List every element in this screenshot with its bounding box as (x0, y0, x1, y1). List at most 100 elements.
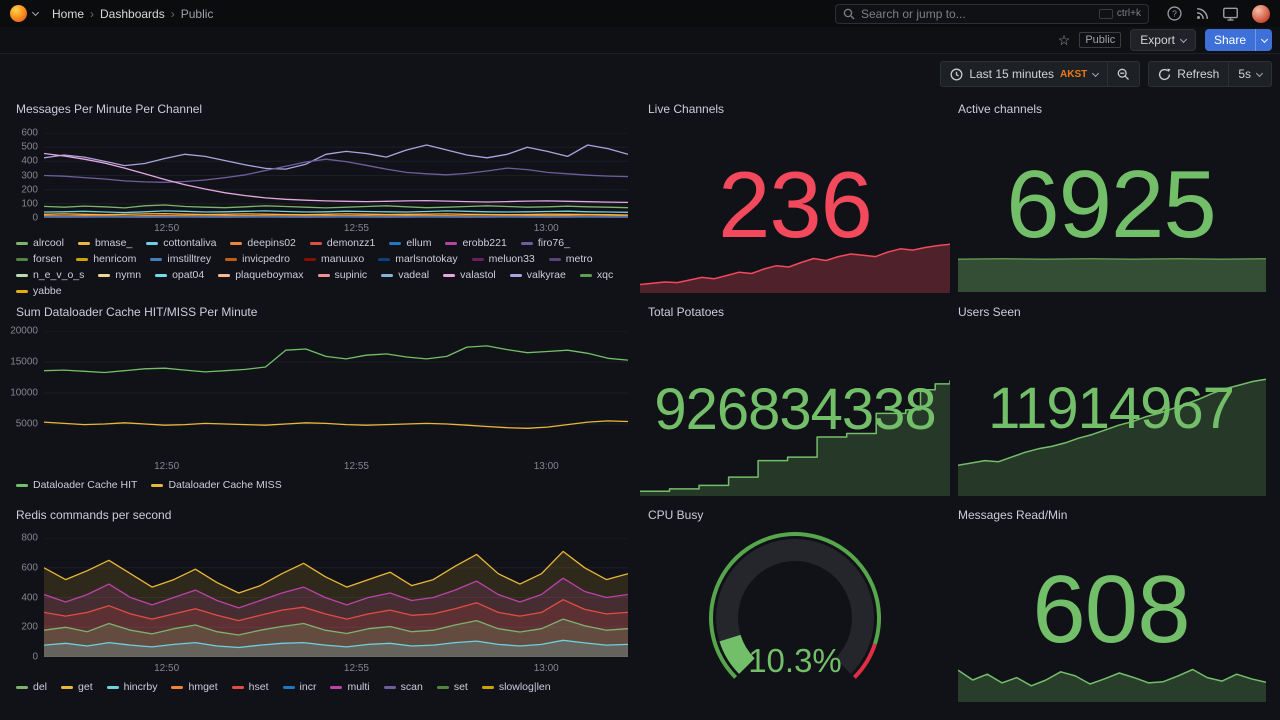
legend-item-cottontaliva[interactable]: cottontaliva (146, 237, 216, 250)
avatar[interactable] (1252, 4, 1270, 23)
legend-item-vadeal[interactable]: vadeal (381, 269, 429, 282)
panel-title[interactable]: CPU Busy (648, 508, 704, 522)
legend-item-yabbe[interactable]: yabbe (16, 285, 62, 298)
legend-label: deepins02 (247, 237, 296, 249)
legend-item-set[interactable]: set (436, 681, 468, 694)
legend-label: set (453, 681, 468, 693)
legend-item-Dataloader Cache HIT[interactable]: Dataloader Cache HIT (16, 479, 137, 492)
redis-legend: del get hincrby hmget hset incr multi scan set sl… (16, 681, 630, 694)
legend-item-valkyrae[interactable]: valkyrae (509, 269, 566, 282)
legend-item-invicpedro[interactable]: invicpedro (225, 253, 290, 266)
panel-title[interactable]: Total Potatoes (648, 305, 725, 319)
legend-item-demonzz1[interactable]: demonzz1 (309, 237, 375, 250)
legend-label: imstilltrey (167, 253, 212, 265)
rss-icon[interactable] (1196, 7, 1209, 20)
refresh-button[interactable]: Refresh (1148, 61, 1230, 87)
legend-item-incr[interactable]: incr (282, 681, 316, 694)
time-range-picker[interactable]: Last 15 minutes AKST (940, 61, 1109, 87)
export-button[interactable]: Export (1130, 29, 1196, 51)
legend-item-marlsnotokay[interactable]: marlsnotokay (378, 253, 458, 266)
panel-active-channels: Active channels 6925 (950, 96, 1272, 298)
legend-swatch (76, 258, 89, 261)
y-axis-label: 600 (21, 127, 38, 139)
x-axis-label: 13:00 (533, 663, 559, 674)
legend-item-get[interactable]: get (61, 681, 93, 694)
legend-item-firo76_[interactable]: firo76_ (520, 237, 570, 250)
legend-item-hincrby[interactable]: hincrby (106, 681, 157, 694)
legend-item-manuuxo[interactable]: manuuxo (304, 253, 364, 266)
y-axis-label: 15000 (10, 356, 38, 368)
legend-item-multi[interactable]: multi (330, 681, 370, 694)
legend-item-henricom[interactable]: henricom (76, 253, 136, 266)
legend-item-del[interactable]: del (16, 681, 47, 694)
legend-item-plaqueboymax[interactable]: plaqueboymax (218, 269, 304, 282)
legend-item-hmget[interactable]: hmget (171, 681, 218, 694)
legend-item-slowlog|len[interactable]: slowlog|len (481, 681, 551, 694)
panel-title[interactable]: Live Channels (648, 102, 725, 116)
legend-item-supinic[interactable]: supinic (317, 269, 367, 282)
legend-item-ellum[interactable]: ellum (389, 237, 431, 250)
timezone-label: AKST (1060, 68, 1088, 80)
stat-value: 236 (718, 152, 873, 257)
legend-label: n_e_v_o_s (33, 269, 85, 281)
legend-item-metro[interactable]: metro (548, 253, 593, 266)
messages-chart[interactable] (44, 133, 628, 218)
y-axis-label: 0 (32, 651, 38, 663)
help-icon[interactable]: ? (1167, 6, 1182, 21)
legend-swatch (579, 274, 592, 277)
search-input[interactable]: Search or jump to... ctrl+k (835, 3, 1149, 24)
legend-label: nymn (115, 269, 142, 281)
legend-item-xqc[interactable]: xqc (579, 269, 613, 282)
panel-users-seen: Users Seen 11914967 (950, 299, 1272, 501)
panel-title[interactable]: Messages Read/Min (958, 508, 1068, 522)
star-icon[interactable]: ☆ (1057, 32, 1071, 48)
y-axis-label: 100 (21, 198, 38, 210)
legend-label: hset (248, 681, 269, 693)
panel-title[interactable]: Users Seen (958, 305, 1021, 319)
stat-value: 6925 (1006, 151, 1217, 258)
org-chevron-down-icon[interactable] (31, 8, 40, 17)
legend-swatch (282, 686, 295, 689)
legend-label: bmase_ (94, 237, 133, 249)
legend-item-opat04[interactable]: opat04 (155, 269, 204, 282)
legend-swatch (509, 274, 522, 277)
panel-live-channels: Live Channels 236 (640, 96, 950, 298)
legend-item-valastol[interactable]: valastol (443, 269, 496, 282)
legend-item-alrcool[interactable]: alrcool (16, 237, 64, 250)
grafana-logo[interactable] (10, 5, 27, 22)
breadcrumb-home[interactable]: Home (52, 6, 85, 21)
zoom-out-button[interactable] (1108, 61, 1141, 87)
dataloader-chart[interactable] (44, 331, 628, 455)
legend-item-nymn[interactable]: nymn (98, 269, 141, 282)
legend-label: valkyrae (526, 269, 566, 281)
y-axis-label: 10000 (10, 387, 38, 399)
stat-value: 11914967 (988, 376, 1235, 441)
panel-dataloader-cache: Sum Dataloader Cache HIT/MISS Per Minute… (8, 299, 632, 501)
breadcrumb-dashboards[interactable]: Dashboards (100, 6, 165, 21)
legend-item-erobb221[interactable]: erobb221 (445, 237, 507, 250)
legend-item-meluon33[interactable]: meluon33 (471, 253, 535, 266)
breadcrumb-public[interactable]: Public (180, 6, 214, 21)
share-dropdown-button[interactable] (1255, 29, 1272, 51)
legend-swatch (150, 258, 163, 261)
panel-title[interactable]: Messages Per Minute Per Channel (16, 102, 203, 116)
panel-title[interactable]: Sum Dataloader Cache HIT/MISS Per Minute (16, 305, 258, 319)
legend-item-imstilltrey[interactable]: imstilltrey (150, 253, 211, 266)
legend-swatch (481, 686, 494, 689)
legend-label: alrcool (33, 237, 64, 249)
panel-title[interactable]: Active channels (958, 102, 1043, 116)
legend-item-n_e_v_o_s[interactable]: n_e_v_o_s (16, 269, 84, 282)
share-button[interactable]: Share (1204, 29, 1255, 51)
panel-title[interactable]: Redis commands per second (16, 508, 172, 522)
monitor-icon[interactable] (1223, 7, 1238, 21)
legend-item-Dataloader Cache MISS[interactable]: Dataloader Cache MISS (151, 479, 282, 492)
legend-label: meluon33 (488, 253, 535, 265)
legend-item-scan[interactable]: scan (383, 681, 423, 694)
legend-item-hset[interactable]: hset (231, 681, 269, 694)
redis-chart[interactable] (44, 538, 628, 657)
legend-item-bmase_[interactable]: bmase_ (77, 237, 133, 250)
refresh-interval-dropdown[interactable]: 5s (1229, 61, 1272, 87)
legend-item-forsen[interactable]: forsen (16, 253, 62, 266)
chevron-down-icon (1255, 69, 1264, 77)
legend-item-deepins02[interactable]: deepins02 (230, 237, 296, 250)
